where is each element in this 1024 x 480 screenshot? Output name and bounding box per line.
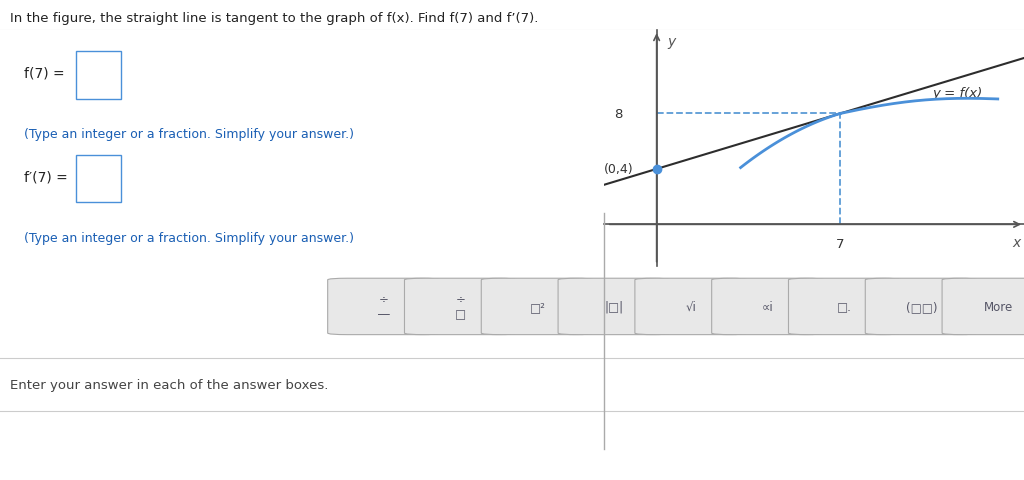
Text: f(7) =: f(7) =	[25, 67, 70, 81]
FancyBboxPatch shape	[328, 278, 440, 335]
FancyBboxPatch shape	[558, 278, 671, 335]
Text: y: y	[668, 36, 676, 49]
Text: Enter your answer in each of the answer boxes.: Enter your answer in each of the answer …	[10, 378, 329, 392]
FancyBboxPatch shape	[76, 156, 121, 203]
Text: y = f(x): y = f(x)	[932, 87, 982, 100]
Text: ∝i: ∝i	[762, 300, 774, 313]
Text: □.: □.	[838, 300, 852, 313]
FancyBboxPatch shape	[404, 278, 517, 335]
FancyBboxPatch shape	[942, 278, 1024, 335]
Text: f′(7) =: f′(7) =	[25, 170, 73, 184]
Text: (□□): (□□)	[906, 300, 937, 313]
FancyBboxPatch shape	[635, 278, 748, 335]
FancyBboxPatch shape	[788, 278, 901, 335]
Text: ÷
―: ÷ ―	[378, 293, 390, 321]
Text: x: x	[1012, 236, 1020, 250]
Text: (0,4): (0,4)	[604, 163, 634, 176]
FancyBboxPatch shape	[865, 278, 978, 335]
Text: |□|: |□|	[605, 300, 624, 313]
FancyBboxPatch shape	[76, 52, 121, 99]
FancyBboxPatch shape	[481, 278, 594, 335]
Text: 8: 8	[614, 108, 623, 120]
Text: ÷
□: ÷ □	[456, 293, 466, 321]
Text: In the figure, the straight line is tangent to the graph of f(x). Find f(7) and : In the figure, the straight line is tang…	[10, 12, 539, 25]
Text: □²: □²	[529, 300, 546, 313]
Text: 7: 7	[836, 237, 845, 250]
FancyBboxPatch shape	[712, 278, 824, 335]
Text: (Type an integer or a fraction. Simplify your answer.): (Type an integer or a fraction. Simplify…	[25, 128, 354, 141]
Text: More: More	[984, 300, 1013, 313]
Text: √i: √i	[686, 300, 696, 313]
Text: (Type an integer or a fraction. Simplify your answer.): (Type an integer or a fraction. Simplify…	[25, 232, 354, 245]
